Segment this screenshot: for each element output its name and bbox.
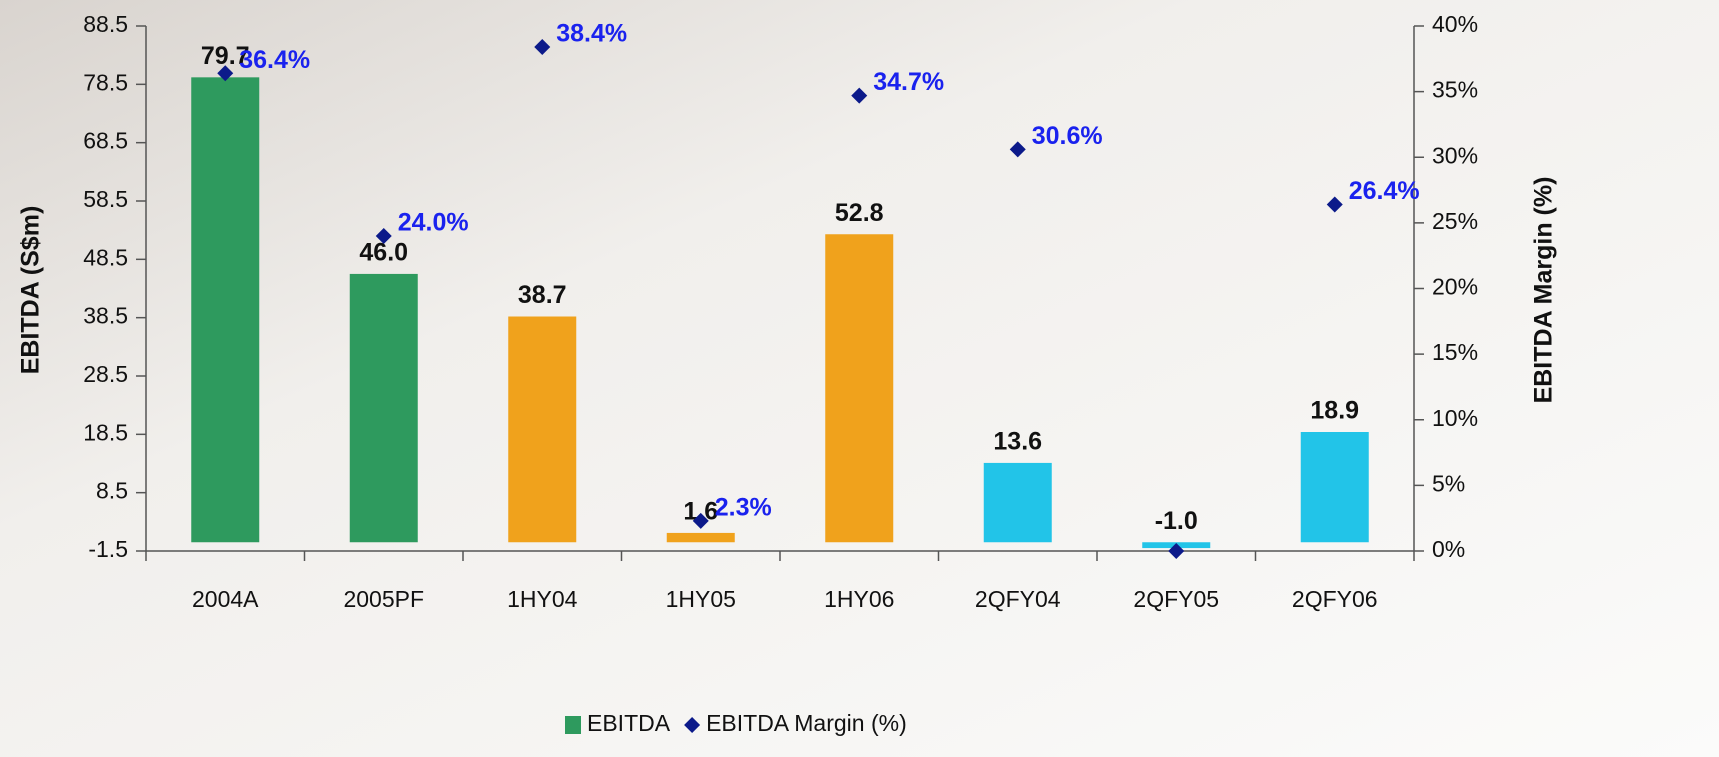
bar-value-label: 38.7 (518, 281, 567, 309)
y2-tick-label: 10% (1432, 405, 1478, 431)
y-tick-label: 58.5 (83, 186, 128, 212)
legend-label: EBITDA (587, 710, 671, 736)
bar (191, 77, 260, 543)
y-tick-label: 78.5 (83, 69, 128, 95)
marker (375, 228, 392, 244)
y2-tick-label: 0% (1432, 536, 1465, 562)
bar-value-label: 13.6 (993, 428, 1042, 456)
bar (508, 316, 577, 543)
bar (666, 532, 735, 543)
marker-value-label: 2.3% (715, 493, 772, 521)
marker (692, 512, 709, 529)
marker-value-label: 30.6% (1032, 122, 1103, 150)
y2-tick-label: 25% (1432, 208, 1478, 234)
marker (1168, 543, 1185, 559)
bar-value-label: 18.9 (1310, 397, 1359, 425)
marker-value-label: 38.4% (556, 20, 627, 48)
bar (825, 234, 894, 543)
x-tick-label: 1HY05 (666, 586, 736, 612)
y-tick-label: 88.5 (83, 11, 128, 37)
marker-value-label: 36.4% (239, 46, 310, 74)
x-tick-label: 2QFY05 (1133, 586, 1219, 612)
y2-tick-label: 30% (1432, 142, 1478, 168)
y-tick-label: 28.5 (83, 361, 128, 387)
x-tick-label: 2QFY06 (1292, 586, 1378, 612)
legend-swatch (684, 717, 701, 733)
marker (851, 87, 868, 104)
y2-tick-label: 35% (1432, 77, 1478, 103)
marker (534, 39, 551, 55)
marker-value-label: 26.4% (1349, 177, 1420, 205)
bar-value-label: 52.8 (835, 199, 884, 227)
marker (217, 65, 234, 82)
x-tick-label: 2005PF (343, 586, 424, 612)
marker (1009, 141, 1026, 158)
bar-value-label: -1.0 (1155, 507, 1198, 535)
y-tick-label: 18.5 (83, 419, 128, 445)
legend-label: EBITDA Margin (%) (706, 710, 907, 736)
x-tick-label: 1HY06 (824, 586, 894, 612)
y2-tick-label: 15% (1432, 339, 1478, 365)
bar (983, 462, 1052, 543)
y-tick-label: 8.5 (96, 478, 128, 504)
y-tick-label: 48.5 (83, 244, 128, 270)
y2-tick-label: 40% (1432, 11, 1478, 37)
x-tick-label: 1HY04 (507, 586, 578, 612)
y2-tick-label: 20% (1432, 274, 1478, 300)
x-tick-label: 2QFY04 (975, 586, 1061, 612)
y-tick-label: 38.5 (83, 303, 128, 329)
bar (349, 273, 418, 543)
marker-value-label: 24.0% (398, 209, 469, 237)
marker-value-label: 34.7% (873, 68, 944, 96)
bar (1300, 432, 1369, 543)
marker (1326, 196, 1343, 213)
y2-tick-label: 5% (1432, 470, 1465, 496)
y2-axis-title: EBITDA Margin (%) (1530, 177, 1558, 404)
y-tick-label: -1.5 (88, 536, 128, 562)
y-axis-title: EBITDA (S$m) (17, 206, 45, 375)
x-tick-label: 2004A (192, 586, 259, 612)
legend-swatch (565, 716, 581, 734)
y-tick-label: 68.5 (83, 128, 128, 154)
